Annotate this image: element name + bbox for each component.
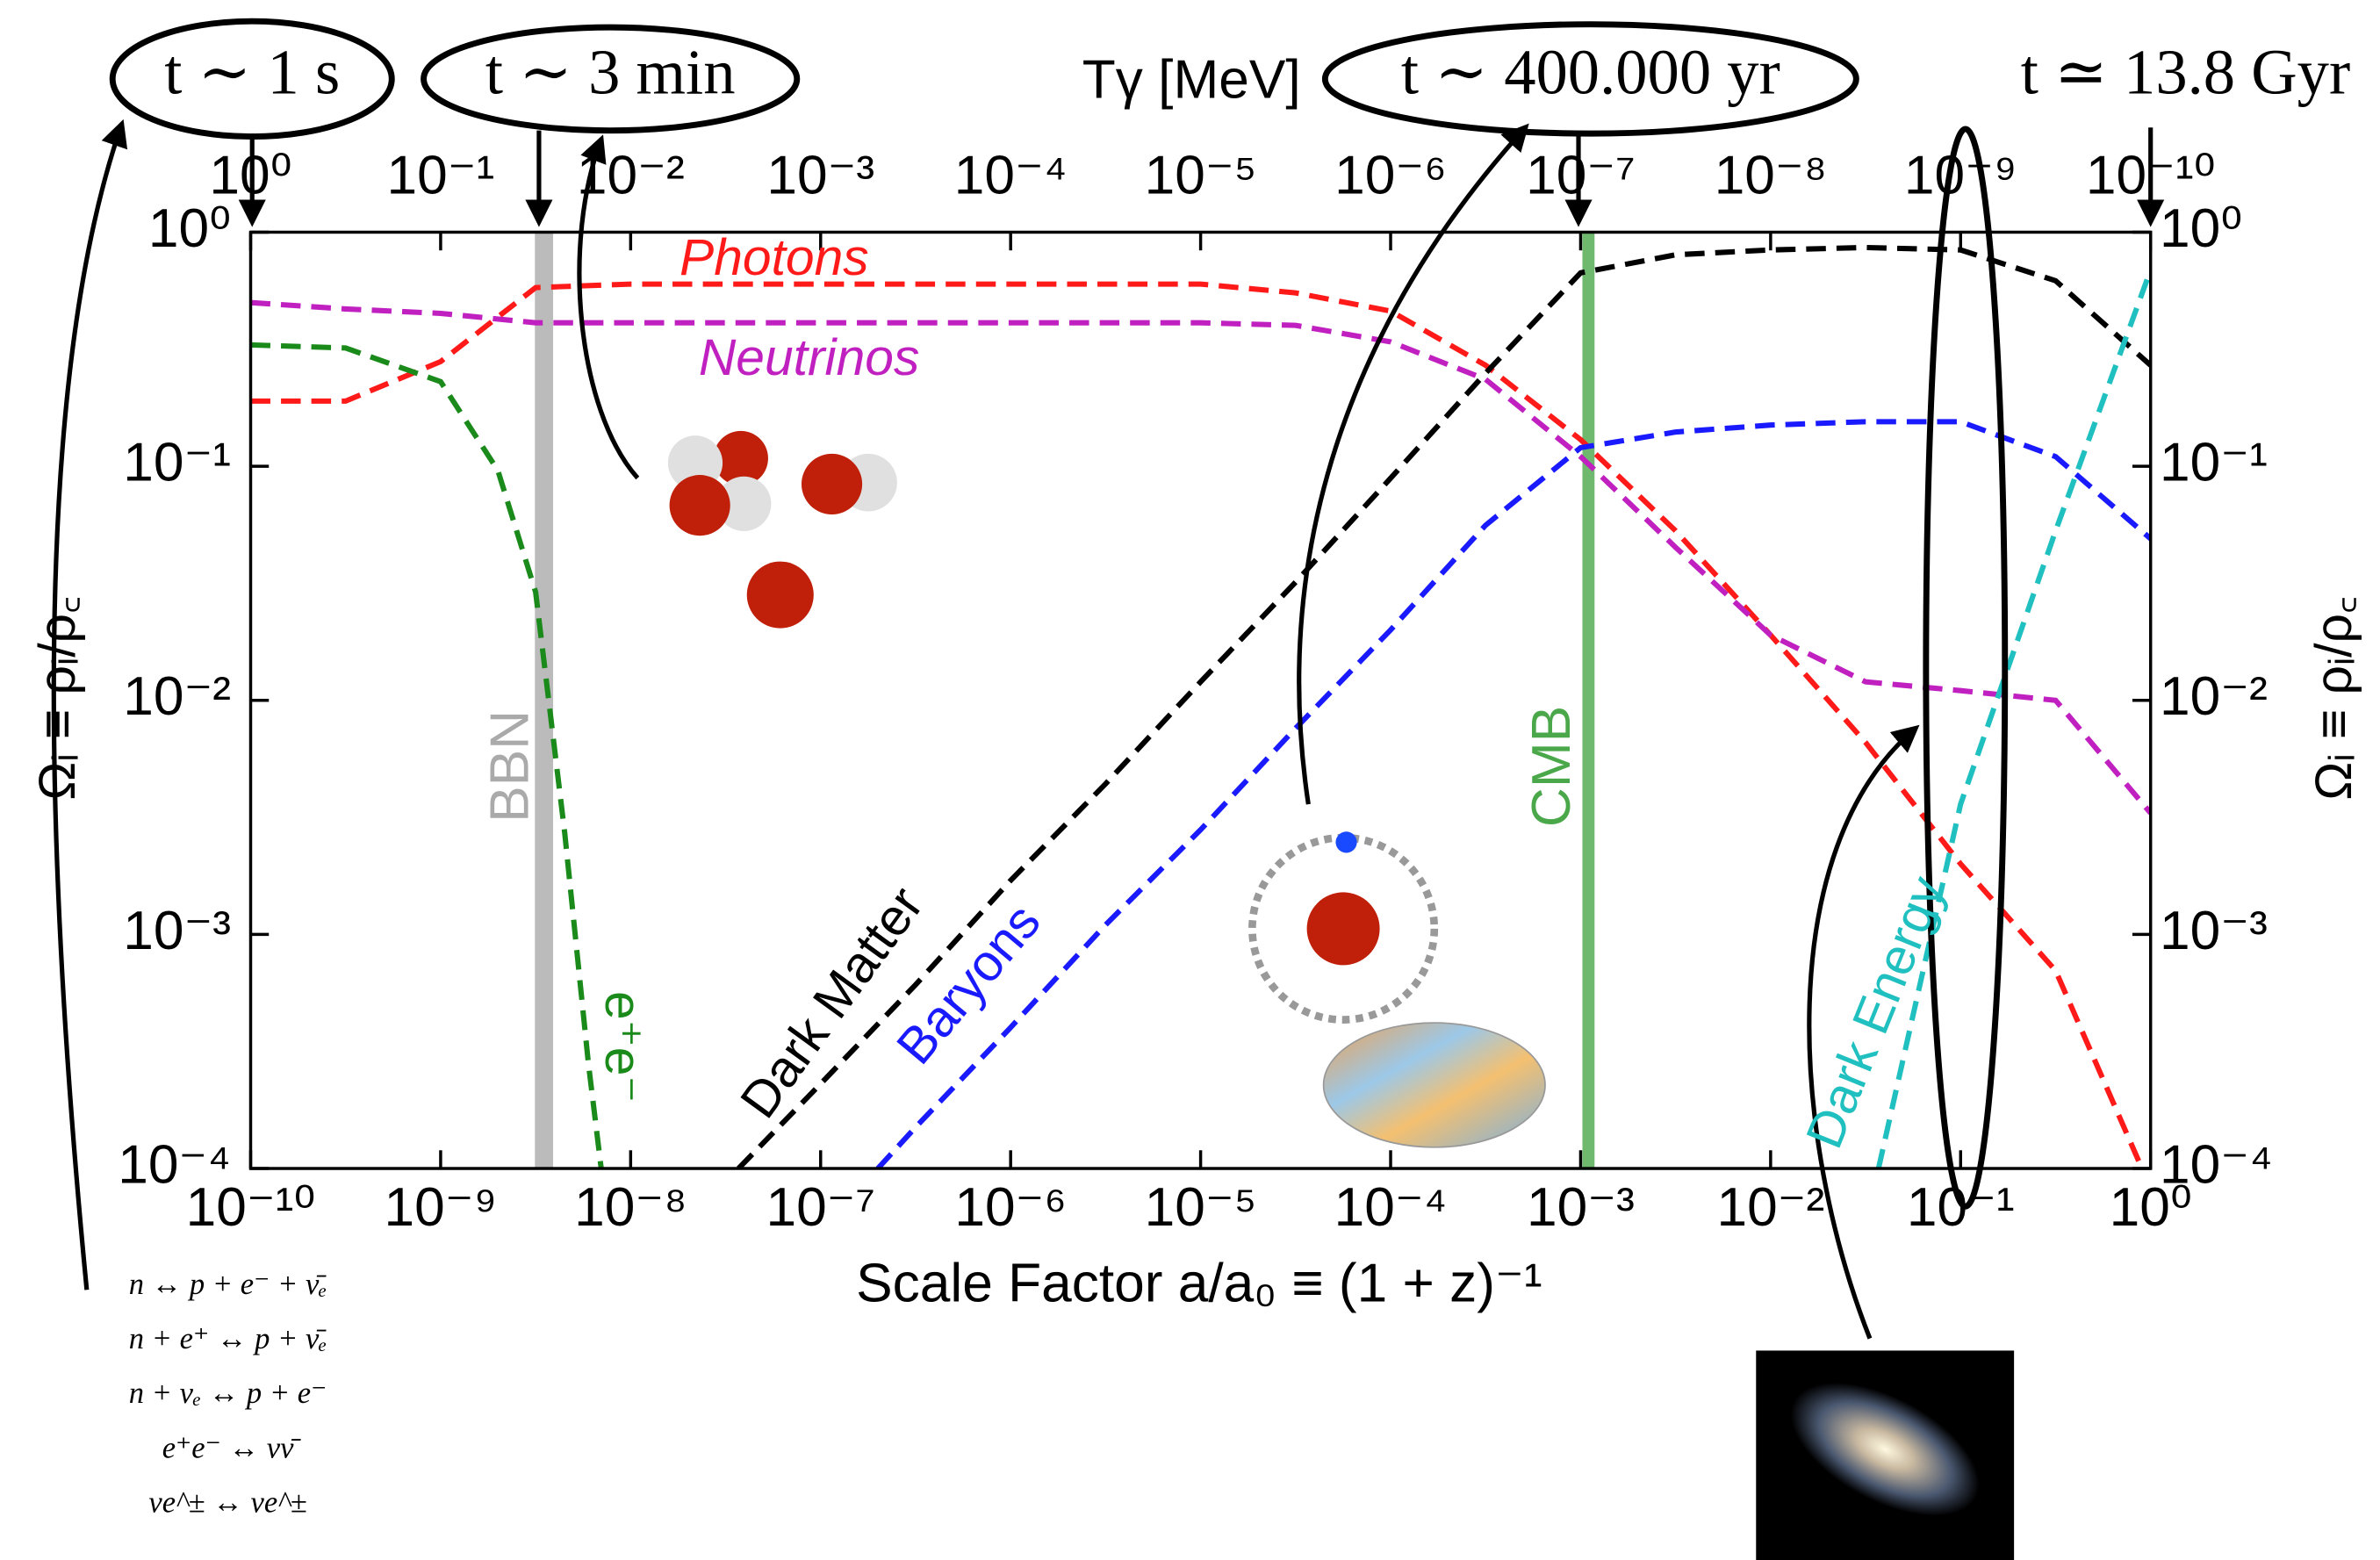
- x2-tick-label: 10⁻²: [577, 145, 685, 205]
- series-line: [1875, 269, 2151, 1169]
- band-label: CMB: [1521, 706, 1582, 827]
- x2-tick-label: 10⁻⁹: [1904, 145, 2017, 205]
- reaction: e⁺e⁻ ↔ νν̄: [162, 1431, 302, 1464]
- x2-tick-label: 10⁻⁴: [954, 145, 1068, 205]
- y-axis-label: Ωᵢ ≡ ρᵢ/ρ꜀: [29, 596, 86, 801]
- x-tick-label: 10⁻³: [1527, 1177, 1635, 1238]
- x-tick-label: 10⁻⁶: [954, 1177, 1067, 1238]
- galaxy-image: [1756, 1350, 2015, 1560]
- y-tick-label: 10⁻³: [123, 901, 231, 961]
- series-line: [250, 299, 2151, 816]
- y2-tick-label: 10⁻¹: [2160, 433, 2268, 493]
- x-tick-label: 10⁻⁷: [766, 1177, 875, 1238]
- x2-tick-label: 10⁻⁶: [1334, 145, 1447, 205]
- y2-tick-label: 10⁻⁴: [2160, 1134, 2273, 1195]
- x-tick-label: 10⁻²: [1716, 1177, 1824, 1238]
- plot-frame: [248, 230, 2153, 1170]
- series-line: [250, 341, 604, 1169]
- x-tick-label: 10⁻⁵: [1145, 1177, 1257, 1238]
- x-tick-label: 10⁰: [2110, 1177, 2192, 1238]
- annotation: t ∼ 3 min: [485, 37, 736, 108]
- y2-tick-label: 10⁻³: [2160, 901, 2268, 961]
- annotation: t ≃ 13.8 Gyr: [2021, 37, 2350, 108]
- plot-area: [248, 230, 2153, 1170]
- reaction: n ↔ p + e⁻ + ν̄ₑ: [129, 1268, 327, 1301]
- y-tick-label: 10⁰: [148, 198, 231, 259]
- reaction: n + νₑ ↔ p + e⁻: [129, 1377, 327, 1410]
- series-label: Dark Matter: [730, 877, 934, 1129]
- x-tick-label: 10⁻⁹: [385, 1177, 498, 1238]
- x2-tick-label: 10⁰: [209, 145, 291, 205]
- plot-clip: [250, 232, 2151, 1169]
- y-tick-label: 10⁻⁴: [118, 1134, 231, 1195]
- series-line: [875, 419, 2151, 1169]
- y2-axis-label: Ωᵢ ≡ ρᵢ/ρ꜀: [2305, 596, 2362, 801]
- band: [535, 232, 554, 1169]
- y-tick-label: 10⁻²: [123, 666, 231, 727]
- nuclei-illustration: [667, 430, 897, 629]
- arrows: [51, 119, 2165, 1340]
- series-line: [250, 281, 2145, 1169]
- x-tick-label: 10⁻¹⁰: [186, 1177, 316, 1238]
- cmb-map: [1322, 1022, 1546, 1148]
- reaction: νe^± ↔ νe^±: [148, 1486, 306, 1520]
- x-tick-label: 10⁻⁸: [574, 1177, 687, 1238]
- x-tick-label: 10⁻¹: [1907, 1177, 2015, 1238]
- y2-tick-label: 10⁰: [2160, 198, 2242, 259]
- x2-axis-label: Tγ [MeV]: [1082, 50, 1301, 111]
- annotation: t ∼ 1 s: [164, 37, 340, 108]
- band: [1582, 232, 1595, 1169]
- x-axis-label: Scale Factor a/a₀ ≡ (1 + z)⁻¹: [856, 1253, 1542, 1313]
- x-tick-label: 10⁻⁴: [1334, 1177, 1448, 1238]
- annotation: t ∼ 400.000 yr: [1401, 37, 1780, 108]
- x2-tick-label: 10⁻¹: [387, 145, 495, 205]
- band-label: BBN: [480, 710, 541, 823]
- series-line: [737, 244, 2151, 1169]
- series-label: Photons: [679, 229, 869, 286]
- annotation-ellipse: [1923, 126, 2009, 1210]
- x2-tick-label: 10⁻⁷: [1526, 145, 1636, 205]
- x2-tick-label: 10⁻⁵: [1145, 145, 1257, 205]
- series-label: e⁺e⁻: [594, 991, 651, 1103]
- x2-tick-label: 10⁻³: [766, 145, 874, 205]
- reaction: n + e⁺ ↔ p + ν̄ₑ: [129, 1322, 327, 1355]
- x2-tick-label: 10⁻¹⁰: [2086, 145, 2216, 205]
- atom-illustration: [1248, 831, 1439, 1024]
- y2-tick-label: 10⁻²: [2160, 666, 2268, 727]
- annotation-ellipse: [421, 24, 801, 134]
- annotation-ellipse: [1321, 21, 1859, 137]
- y-tick-label: 10⁻¹: [123, 433, 231, 493]
- reactions: n ↔ p + e⁻ + ν̄ₑ n + e⁺ ↔ p + ν̄ₑ n + νₑ ↔…: [129, 1268, 327, 1520]
- series-label: Neutrinos: [699, 329, 920, 386]
- x2-tick-label: 10⁻⁸: [1715, 145, 1827, 205]
